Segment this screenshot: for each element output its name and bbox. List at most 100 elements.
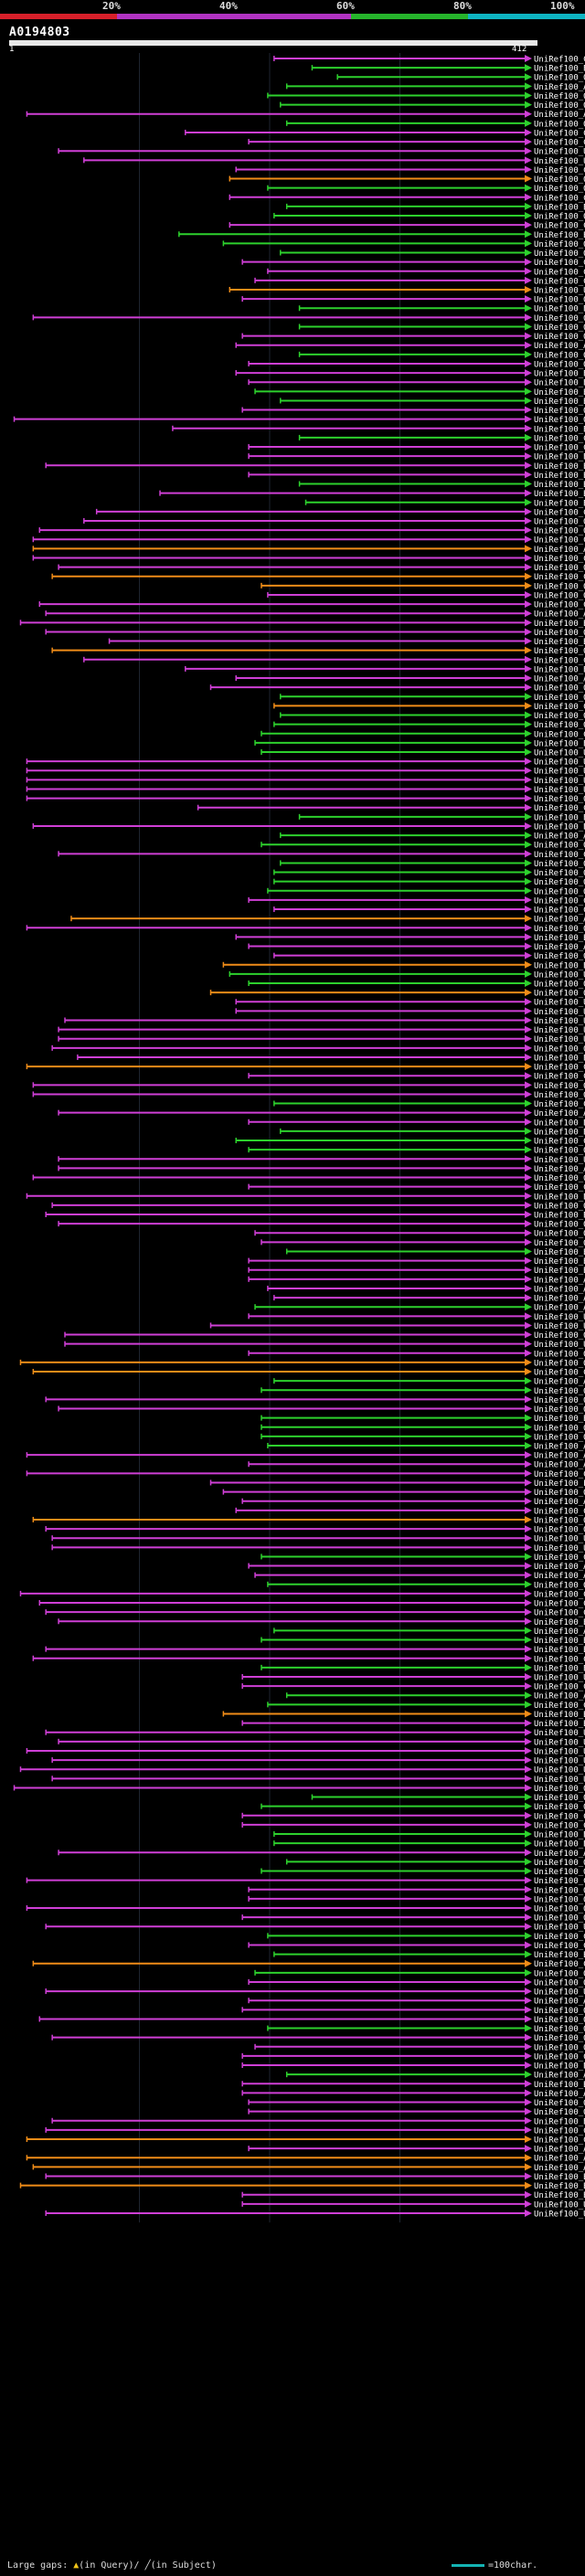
hit-arrow-head: [525, 378, 532, 387]
hit-arrow-head: [525, 433, 532, 441]
hit-arrow-head: [525, 471, 532, 479]
hit-arrow-head: [525, 1756, 532, 1765]
hit-label: UniRef100_B7Z978: [534, 1664, 585, 1673]
hit-label: UniRef100_A6UHC7: [534, 1378, 585, 1387]
hit-arrow-head: [525, 748, 532, 756]
hit-arrow-head: [525, 841, 532, 849]
hit-arrow-head: [525, 2042, 532, 2051]
hit-arrow-head: [525, 1229, 532, 1237]
hit-label: UniRef100_Q6Z127: [534, 1091, 585, 1100]
hit-arrow-head: [525, 767, 532, 775]
hit-arrow-head: [525, 1340, 532, 1348]
hit-arrow-head: [525, 1968, 532, 1977]
hit-label: UniRef100_Q73ME9: [534, 721, 585, 730]
hit-label: UniRef100_Q4S3T1: [534, 1044, 585, 1054]
hit-label: UniRef100_B9FWG9: [534, 425, 585, 434]
hit-label: UniRef100_C1MSQ5: [534, 56, 585, 65]
hit-arrow-head: [525, 443, 532, 451]
hit-label: UniRef100_C5SPK9: [534, 259, 585, 268]
hit-label: UniRef100_Q2QM83: [534, 1581, 585, 1590]
hit-arrow-head: [525, 1275, 532, 1283]
hit-label: UniRef100_Q34AY2: [534, 407, 585, 416]
hit-arrow-head: [525, 350, 532, 358]
hit-label: UniRef100_Q9C6N5: [534, 1516, 585, 1525]
hit-label: UniRef100_C4J5K1: [534, 804, 585, 813]
hit-arrow-head: [525, 2006, 532, 2014]
hit-label: UniRef100_C5B4C5: [534, 573, 585, 582]
hit-label: UniRef100_B7PDJ0: [534, 1248, 585, 1257]
hit-arrow-head: [525, 1627, 532, 1635]
hit-label: UniRef100_UP1000...: [534, 2210, 585, 2219]
hit-label: UniRef100_UP1000...: [534, 1544, 585, 1553]
hit-label: UniRef100_B3M8L2: [534, 398, 585, 407]
hit-arrow-head: [525, 2033, 532, 2041]
hit-arrow-head: [525, 1377, 532, 1385]
hit-label: UniRef100_P21260: [534, 1479, 585, 1489]
hit-label: UniRef100_C5YIB9: [534, 1590, 585, 1599]
hit-label: UniRef100_Q9EB9Y: [534, 842, 585, 851]
hit-label: UniRef100_B9FFB2: [534, 813, 585, 822]
hit-arrow-head: [525, 1923, 532, 1931]
hit-label: UniRef100_A1D2U3: [534, 2164, 585, 2173]
hit-label: UniRef100_Q9P671: [534, 120, 585, 129]
hit-arrow-head: [525, 387, 532, 396]
hit-arrow-head: [525, 267, 532, 275]
hit-label: UniRef100_B7Z9U1: [534, 472, 585, 481]
hit-label: UniRef100_Q6BU75: [534, 527, 585, 536]
hit-arrow-head: [525, 1479, 532, 1487]
hit-arrow-head: [525, 184, 532, 192]
hit-arrow-head: [525, 2080, 532, 2088]
hit-arrow-head: [525, 1127, 532, 1135]
hit-label: UniRef100_B7PK12: [534, 1711, 585, 1720]
hit-label: UniRef100_A1CPW0: [534, 1461, 585, 1470]
hit-arrow-head: [525, 1137, 532, 1145]
hit-label: UniRef100_Q0LI59: [534, 1424, 585, 1433]
hit-label: UniRef100_A1CQ94: [534, 2146, 585, 2155]
hit-label: UniRef100_C0VB72: [534, 1064, 585, 1073]
hit-label: UniRef100_C4WL15: [534, 1877, 585, 1886]
hit-label: UniRef100_Q4QBH0: [534, 296, 585, 305]
hit-arrow-head: [525, 1858, 532, 1866]
hit-arrow-head: [525, 304, 532, 313]
hit-arrow-head: [525, 832, 532, 840]
hit-label: UniRef100_B8A0K4: [534, 739, 585, 748]
hit-arrow-head: [525, 554, 532, 562]
legend-label-20: 20%: [102, 0, 121, 12]
hit-label: UniRef100_Q7UR49: [534, 1387, 585, 1396]
hit-arrow-head: [525, 415, 532, 423]
hit-arrow-head: [525, 915, 532, 923]
hit-arrow-head: [525, 480, 532, 488]
hit-label: UniRef100_B9GSR2: [534, 665, 585, 674]
hit-arrow-head: [525, 1303, 532, 1311]
hit-label: UniRef100_Q51290: [534, 1396, 585, 1405]
hit-arrow-head: [525, 1395, 532, 1404]
query-end-label: 412: [512, 45, 527, 54]
hit-label: UniRef100_Q8SM66: [534, 351, 585, 360]
hit-arrow-head: [525, 1034, 532, 1043]
hit-arrow-head: [525, 1765, 532, 1774]
hit-arrow-head: [525, 1211, 532, 1218]
hit-arrow-head: [525, 119, 532, 127]
hit-label: UniRef100_C5DNX4: [534, 1138, 585, 1147]
hit-arrow-head: [525, 1525, 532, 1533]
hit-label: UniRef100_B7P0W4: [534, 2182, 585, 2191]
hit-arrow-head: [525, 1534, 532, 1542]
hit-label: UniRef100_B4LJM4: [534, 1267, 585, 1276]
hit-arrow-head: [525, 1617, 532, 1626]
hit-arrow-head: [525, 1691, 532, 1700]
scale-bar-icon: [452, 2563, 484, 2567]
hit-arrow-head: [525, 406, 532, 414]
hit-label: UniRef100_B7Q3D3: [534, 2117, 585, 2126]
hit-label: UniRef100_Q9EX13: [534, 1859, 585, 1868]
hit-arrow-head: [525, 64, 532, 72]
hit-arrow-head: [525, 572, 532, 580]
hit-arrow-head: [525, 147, 532, 155]
hit-arrow-head: [525, 91, 532, 100]
hit-arrow-head: [525, 812, 532, 821]
hit-label: UniRef100_B9HCV5: [534, 462, 585, 472]
hit-label: UniRef100_UP1000...: [534, 1341, 585, 1350]
hit-arrow-head: [525, 286, 532, 293]
legend-label-100: 100%: [550, 0, 575, 12]
hit-arrow-head: [525, 776, 532, 784]
subject-gap-text: (in Subject): [150, 2560, 217, 2571]
